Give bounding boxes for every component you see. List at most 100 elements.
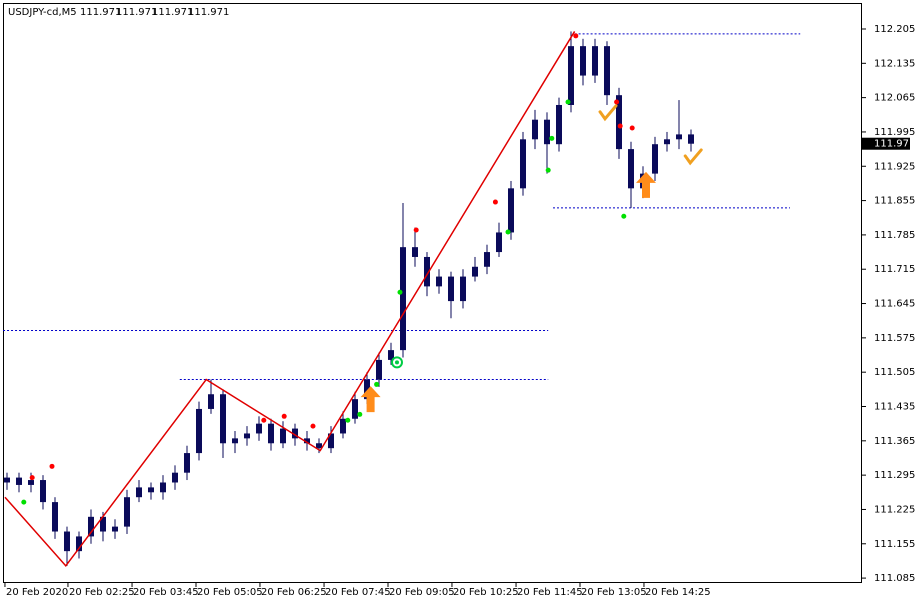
candle-body <box>615 95 622 150</box>
zigzag-line <box>4 31 576 568</box>
plot-frame <box>3 3 862 583</box>
candle-body <box>591 46 598 76</box>
x-tick-label: 20 Feb 2020 <box>6 587 68 598</box>
candle-body <box>219 394 226 444</box>
header-price: 111.971 <box>188 7 229 18</box>
signal-dot <box>261 417 267 423</box>
candle-body <box>603 46 610 96</box>
candle-body <box>339 418 346 434</box>
buy-arrow <box>360 386 381 413</box>
y-tick-label: 111.645 <box>874 299 915 310</box>
x-tick-label: 20 Feb 07:45 <box>325 587 391 598</box>
candle-body <box>363 379 370 400</box>
y-tick-label: 112.205 <box>874 24 915 35</box>
candle-body <box>507 188 514 233</box>
candle-body <box>483 252 490 267</box>
signal-dot <box>549 135 555 141</box>
candle-body <box>459 276 466 302</box>
signal-dot <box>545 167 551 173</box>
candle-body <box>243 433 250 439</box>
signal-dot <box>573 33 579 39</box>
candle-body <box>627 149 634 189</box>
candle-body <box>303 438 310 444</box>
signal-dot <box>629 125 635 131</box>
candle-body <box>567 46 574 105</box>
candle-body <box>15 477 22 485</box>
signal-dot <box>492 199 498 205</box>
signal-center <box>394 360 399 365</box>
signal-dot <box>49 463 55 469</box>
header-price: 111.971 <box>152 7 193 18</box>
candle-body <box>255 423 262 434</box>
x-tick-label: 20 Feb 06:25 <box>261 587 327 598</box>
signal-dot <box>310 423 316 429</box>
y-tick-label: 111.155 <box>874 539 915 550</box>
signal-dot <box>397 289 403 295</box>
candle-body <box>171 472 178 483</box>
symbol: USDJPY-cd,M5 <box>8 7 77 18</box>
candle-body <box>183 453 190 473</box>
candle-body <box>207 394 214 409</box>
y-tick-label: 111.785 <box>874 230 915 241</box>
y-tick-label: 111.295 <box>874 470 915 481</box>
y-tick-label: 111.505 <box>874 367 915 378</box>
candle-body <box>147 487 154 493</box>
candle-body <box>531 119 538 140</box>
check-mark <box>683 148 703 166</box>
candle-body <box>63 531 70 552</box>
y-tick-label: 111.435 <box>874 401 915 412</box>
candle-body <box>111 526 118 532</box>
candle-body <box>447 276 454 302</box>
y-tick-label: 111.715 <box>874 264 915 275</box>
candle-body <box>87 516 94 537</box>
signal-dot <box>29 475 35 481</box>
signal-dot <box>614 99 620 105</box>
signal-dot <box>357 411 363 417</box>
candle-body <box>387 350 394 360</box>
x-tick-label: 20 Feb 10:25 <box>453 587 519 598</box>
candle-body <box>159 482 166 493</box>
candle-body <box>399 247 406 351</box>
signal-dot <box>621 213 627 219</box>
y-tick-label: 111.855 <box>874 196 915 207</box>
last-price-box <box>862 137 910 150</box>
y-tick-label: 111.365 <box>874 436 915 447</box>
x-tick-label: 20 Feb 13:05 <box>581 587 647 598</box>
candle-body <box>555 104 562 145</box>
y-tick-label: 111.995 <box>874 127 915 138</box>
candle-body <box>291 428 298 439</box>
x-tick-label: 20 Feb 02:25 <box>69 587 135 598</box>
signal-dot <box>505 229 511 235</box>
candle-body <box>279 428 286 444</box>
x-tick-label: 20 Feb 11:45 <box>517 587 583 598</box>
candle-body <box>663 139 670 145</box>
x-tick-label: 20 Feb 14:25 <box>645 587 711 598</box>
signal-dot <box>374 381 380 387</box>
buy-arrow <box>635 171 656 198</box>
candle-body <box>375 359 382 380</box>
candle-body <box>687 134 694 144</box>
signal-dot <box>281 413 287 419</box>
candle-body <box>135 487 142 498</box>
candle-body <box>543 119 550 145</box>
candle-body <box>423 256 430 287</box>
check-mark <box>598 104 618 122</box>
candle-body <box>519 139 526 189</box>
candle-body <box>315 443 322 449</box>
candle-body <box>351 399 358 419</box>
candle-body <box>75 536 82 552</box>
signal-ring <box>390 356 403 369</box>
header-price: 111.971 <box>116 7 157 18</box>
candle-body <box>3 477 10 483</box>
candle-body <box>51 502 58 532</box>
candle-body <box>651 144 658 174</box>
signal-dot <box>345 417 351 423</box>
candle-body <box>99 516 106 532</box>
x-tick-label: 20 Feb 09:05 <box>389 587 455 598</box>
candle-body <box>39 480 46 503</box>
candle-body <box>327 433 334 449</box>
y-tick-label: 112.135 <box>874 58 915 69</box>
candle-body <box>231 438 238 444</box>
last-price-label: 111.971 <box>874 139 915 150</box>
